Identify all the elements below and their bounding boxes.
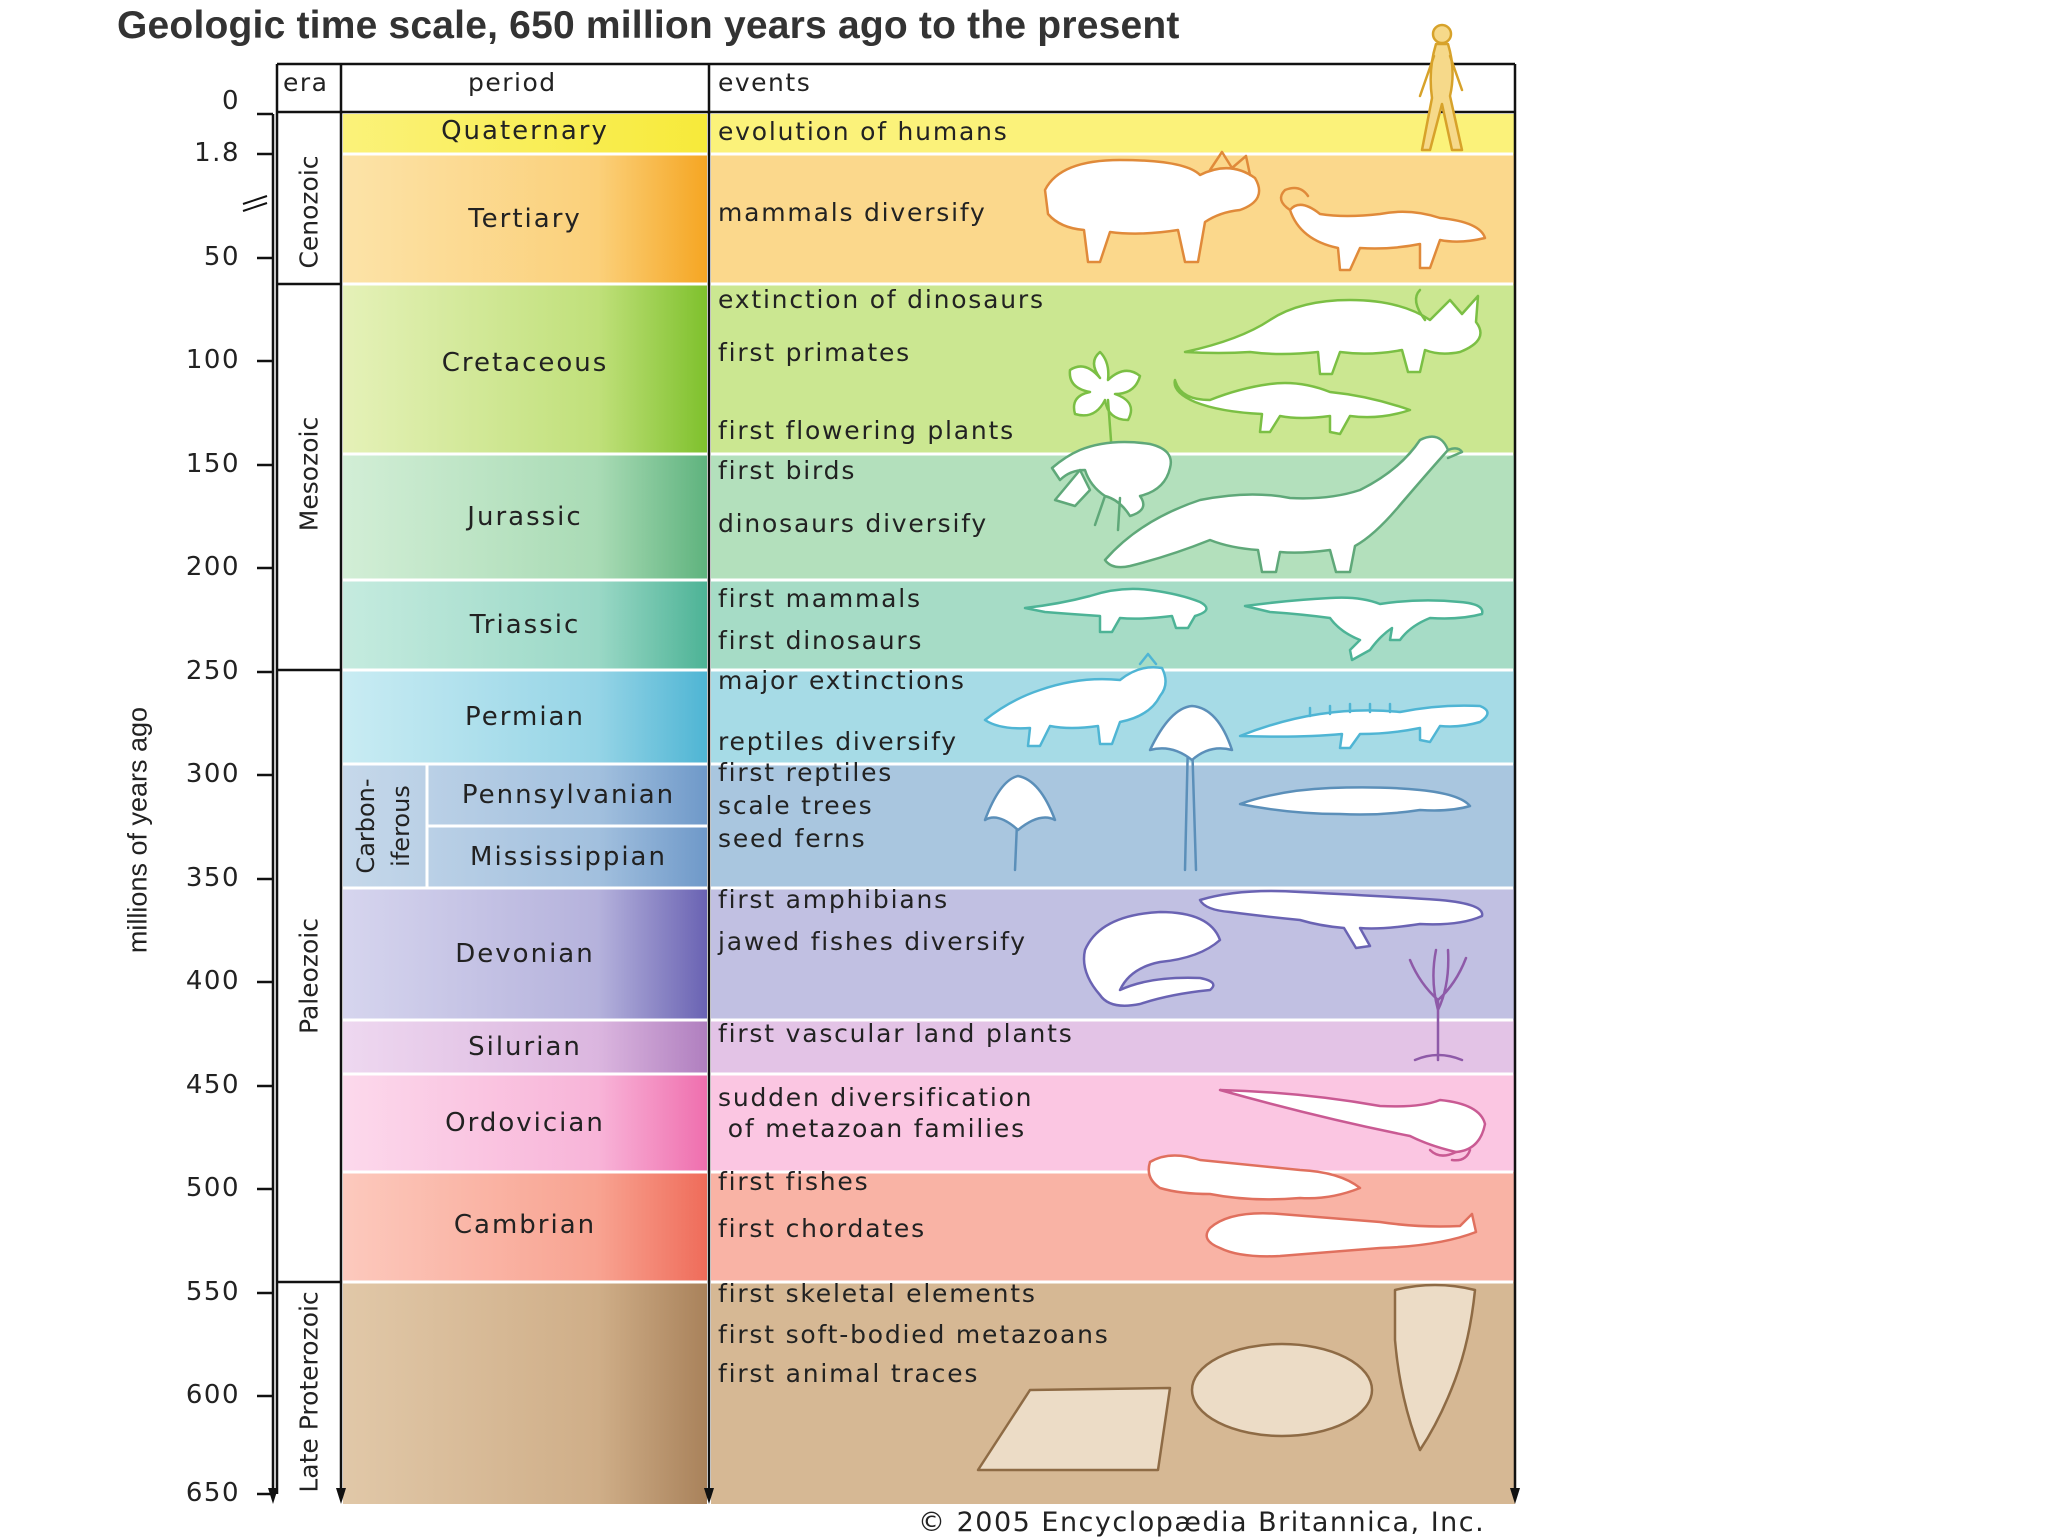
- period-header: period: [468, 68, 557, 97]
- scale-tree-icon: [1148, 704, 1234, 872]
- event-label: first amphibians: [718, 885, 949, 914]
- event-label: first flowering plants: [718, 416, 1015, 445]
- period-ordovician: Ordovician: [445, 1108, 605, 1138]
- axis-break-icon: [242, 195, 268, 212]
- event-label: dinosaurs diversify: [718, 509, 988, 538]
- early-mammal-icon: [1023, 587, 1208, 634]
- vascular-plant-icon: [1408, 948, 1468, 1062]
- event-label: first reptiles: [718, 758, 894, 787]
- event-label: of metazoan families: [718, 1114, 1026, 1143]
- chordate-icon: [1205, 1212, 1478, 1258]
- event-label: reptiles diversify: [718, 727, 958, 756]
- shell-icon: [1190, 1283, 1477, 1452]
- event-label: seed ferns: [718, 824, 867, 853]
- reptile-icon: [983, 652, 1489, 750]
- tick-label: 1.8: [194, 138, 240, 168]
- period-devonian: Devonian: [455, 939, 595, 969]
- period-triassic: Triassic: [469, 610, 581, 640]
- carboniferous-label-line1: Carbon-: [352, 778, 380, 874]
- period-cretaceous: Cretaceous: [441, 348, 609, 378]
- nautiloid-icon: [1218, 1088, 1487, 1162]
- tick-label: 400: [185, 966, 240, 996]
- jawed-fish-icon: [1082, 910, 1222, 1007]
- tick-label: 500: [185, 1173, 240, 1203]
- event-label: first skeletal elements: [718, 1279, 1037, 1308]
- events-header: events: [718, 68, 812, 97]
- seed-fern-icon: [983, 774, 1057, 872]
- carboniferous-label-line2: iferous: [387, 785, 415, 867]
- mammal-icon: [1043, 150, 1487, 272]
- tick-label: 650: [185, 1478, 240, 1508]
- event-label: major extinctions: [718, 666, 966, 695]
- event-label: extinction of dinosaurs: [718, 285, 1045, 314]
- event-label: evolution of humans: [718, 117, 1009, 146]
- event-label: first vascular land plants: [718, 1019, 1074, 1048]
- amphibian-icon: [1238, 786, 1472, 816]
- event-label: first fishes: [718, 1167, 870, 1196]
- period-permian: Permian: [465, 702, 585, 732]
- event-label: first dinosaurs: [718, 626, 924, 655]
- period-cambrian: Cambrian: [453, 1210, 597, 1240]
- tick-label: 250: [185, 656, 240, 686]
- tick-label: 200: [185, 552, 240, 582]
- tick-label: 150: [185, 449, 240, 479]
- tick-label: 550: [185, 1277, 240, 1307]
- tick-label: 450: [185, 1070, 240, 1100]
- trace-fossil-icon: [976, 1386, 1172, 1472]
- event-label: first mammals: [718, 584, 922, 613]
- dinosaur-icon: [1183, 288, 1482, 376]
- copyright-credit: © 2005 Encyclopædia Britannica, Inc.: [918, 1507, 1486, 1538]
- tick-label: 0: [221, 86, 240, 116]
- event-label: first soft-bodied metazoans: [718, 1320, 1110, 1349]
- period-jurassic: Jurassic: [467, 502, 583, 532]
- tick-label: 350: [185, 863, 240, 893]
- period-quaternary: Quaternary: [441, 116, 609, 146]
- tick-label: 300: [185, 759, 240, 789]
- tick-label: 50: [203, 242, 240, 272]
- early-mammal-icon: [1173, 378, 1412, 436]
- era-label-mesozoic: Mesozoic: [294, 416, 324, 532]
- bird-icon: [1050, 440, 1173, 532]
- human-figure-icon: [1418, 23, 1464, 152]
- era-label-cenozoic: Cenozoic: [294, 155, 324, 269]
- period-silurian: Silurian: [468, 1032, 582, 1062]
- period-pennsylvanian: Pennsylvanian: [461, 780, 676, 810]
- era-label-paleozoic: Paleozoic: [294, 917, 324, 1035]
- event-label: mammals diversify: [718, 198, 987, 227]
- diagram-title: Geologic time scale, 650 million years a…: [117, 4, 1180, 47]
- sauropod-icon: [1103, 435, 1464, 574]
- event-label: first primates: [718, 338, 911, 367]
- event-label: scale trees: [718, 791, 874, 820]
- tick-label: 100: [185, 345, 240, 375]
- era-label-late-proterozoic: Late Proterozoic: [294, 1291, 324, 1493]
- early-dinosaur-icon: [1243, 596, 1484, 662]
- era-header: era: [283, 68, 329, 97]
- event-label: first birds: [718, 456, 857, 485]
- y-axis-label: millions of years ago: [122, 706, 153, 954]
- early-fish-icon: [1147, 1154, 1362, 1201]
- amphibian-icon: [1198, 889, 1484, 950]
- event-label: first chordates: [718, 1214, 926, 1243]
- tick-label: 600: [185, 1380, 240, 1410]
- period-tertiary: Tertiary: [468, 204, 582, 234]
- event-label: jawed fishes diversify: [718, 927, 1027, 956]
- event-label: first animal traces: [718, 1359, 980, 1388]
- event-label: sudden diversification: [718, 1083, 1034, 1112]
- period-mississippian: Mississippian: [470, 842, 667, 872]
